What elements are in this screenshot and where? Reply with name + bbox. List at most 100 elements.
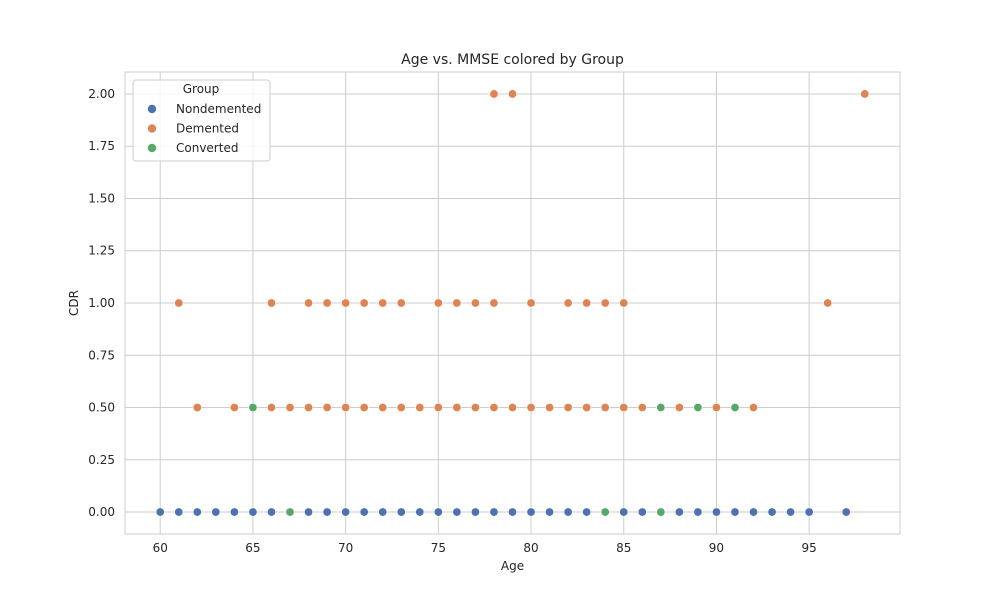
- x-tick-label: 95: [802, 541, 817, 555]
- data-point: [378, 507, 388, 517]
- series-demented: [174, 89, 870, 413]
- data-point: [174, 298, 184, 308]
- data-point: [396, 298, 406, 308]
- data-point: [823, 298, 833, 308]
- data-point: [507, 507, 517, 517]
- data-point: [396, 403, 406, 413]
- data-point: [582, 298, 592, 308]
- data-point: [693, 507, 703, 517]
- data-point: [433, 507, 443, 517]
- data-point: [526, 507, 536, 517]
- data-point: [285, 403, 295, 413]
- legend-marker: [147, 104, 157, 114]
- data-point: [489, 507, 499, 517]
- series-converted: [248, 403, 740, 517]
- data-point: [341, 507, 351, 517]
- data-point: [563, 298, 573, 308]
- y-tick-label: 1.00: [88, 296, 115, 310]
- data-point: [266, 507, 276, 517]
- data-point: [359, 507, 369, 517]
- data-point: [378, 298, 388, 308]
- data-point: [507, 403, 517, 413]
- data-point: [545, 507, 555, 517]
- data-point: [359, 403, 369, 413]
- series-nondemented: [155, 507, 851, 517]
- data-point: [489, 89, 499, 99]
- data-point: [786, 507, 796, 517]
- data-point: [730, 403, 740, 413]
- data-point: [711, 403, 721, 413]
- legend-label: Demented: [176, 122, 239, 136]
- data-point: [470, 403, 480, 413]
- data-point: [600, 507, 610, 517]
- data-point: [674, 403, 684, 413]
- data-point: [730, 507, 740, 517]
- data-point: [637, 507, 647, 517]
- y-tick-label: 1.25: [88, 244, 115, 258]
- data-point: [192, 507, 202, 517]
- data-point: [582, 507, 592, 517]
- x-tick-label: 90: [709, 541, 724, 555]
- data-point: [304, 298, 314, 308]
- data-point: [619, 507, 629, 517]
- data-point: [674, 507, 684, 517]
- data-point: [452, 298, 462, 308]
- y-tick-label: 0.75: [88, 348, 115, 362]
- ticks-layer: 60 65 70 75 80 85 90 95 0.00 0.25 0.50 0.75 1.00 1.25…: [88, 87, 817, 555]
- data-point: [637, 403, 647, 413]
- y-tick-label: 0.00: [88, 505, 115, 519]
- data-point: [341, 403, 351, 413]
- data-point: [248, 507, 258, 517]
- data-point: [804, 507, 814, 517]
- data-point: [285, 507, 295, 517]
- data-point: [582, 403, 592, 413]
- x-tick-label: 60: [153, 541, 168, 555]
- data-point: [322, 403, 332, 413]
- x-tick-label: 70: [338, 541, 353, 555]
- data-point: [489, 403, 499, 413]
- data-point: [266, 298, 276, 308]
- chart-title: Age vs. MMSE colored by Group: [401, 52, 624, 68]
- data-point: [433, 298, 443, 308]
- x-tick-label: 65: [245, 541, 260, 555]
- y-tick-label: 0.25: [88, 453, 115, 467]
- data-point: [415, 403, 425, 413]
- data-point: [192, 403, 202, 413]
- y-tick-label: 1.50: [88, 191, 115, 205]
- legend-title: Group: [183, 82, 220, 96]
- data-point: [452, 507, 462, 517]
- data-point: [619, 403, 629, 413]
- data-point: [248, 403, 258, 413]
- y-tick-label: 0.50: [88, 401, 115, 415]
- data-point: [563, 507, 573, 517]
- data-point: [322, 507, 332, 517]
- points-layer: [155, 89, 870, 517]
- data-point: [600, 298, 610, 308]
- x-tick-label: 75: [431, 541, 446, 555]
- data-point: [341, 298, 351, 308]
- data-point: [767, 507, 777, 517]
- data-point: [470, 298, 480, 308]
- data-point: [229, 507, 239, 517]
- data-point: [359, 298, 369, 308]
- data-point: [619, 298, 629, 308]
- legend-marker: [147, 123, 157, 134]
- x-axis-title: Age: [501, 559, 524, 573]
- data-point: [174, 507, 184, 517]
- data-point: [860, 89, 870, 99]
- legend-label: Converted: [176, 141, 238, 155]
- legend: Group Nondemented Demented Converted: [132, 79, 271, 162]
- data-point: [378, 403, 388, 413]
- legend-box: [132, 79, 271, 162]
- data-point: [304, 403, 314, 413]
- data-point: [749, 403, 759, 413]
- plot-frame: [124, 71, 901, 535]
- data-point: [656, 403, 666, 413]
- data-point: [452, 403, 462, 413]
- y-axis-title: CDR: [67, 290, 81, 316]
- data-point: [507, 89, 517, 99]
- x-tick-label: 80: [523, 541, 538, 555]
- data-point: [563, 403, 573, 413]
- legend-marker: [147, 143, 157, 153]
